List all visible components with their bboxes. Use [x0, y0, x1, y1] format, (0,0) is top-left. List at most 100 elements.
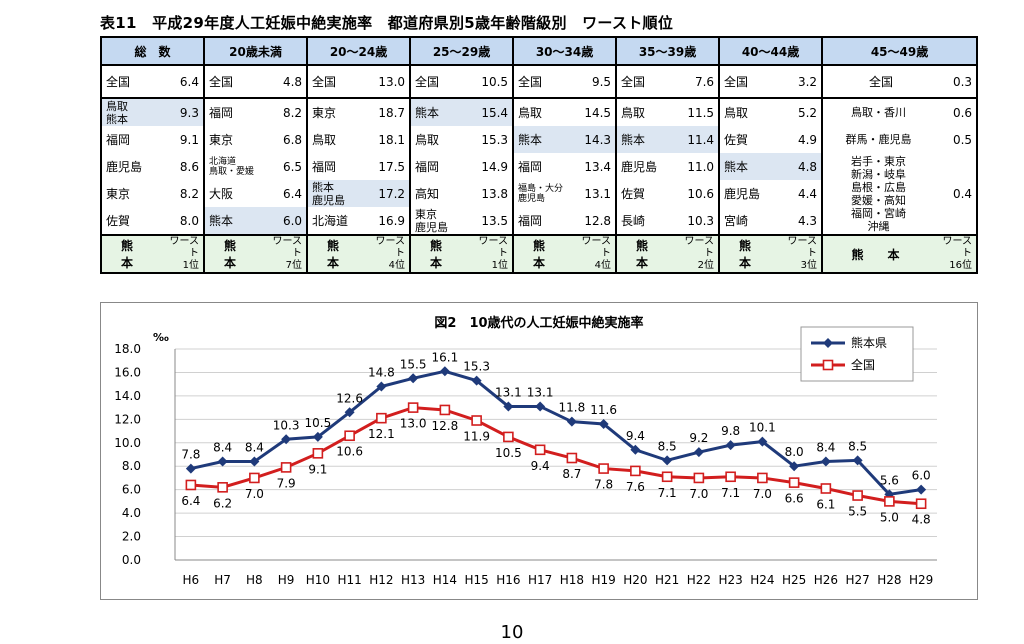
data-point — [852, 490, 863, 501]
data-point — [249, 472, 260, 484]
data-point — [534, 444, 546, 456]
prefecture-name: 鳥取 熊本 — [100, 98, 158, 126]
line-chart: 図2 10歳代の人工妊娠中絶実施率 ‰ 0.0 2.0 4.0 6.0 8.0 10.0 12.… — [114, 315, 937, 587]
data-point — [535, 401, 546, 412]
data-point — [344, 430, 355, 442]
data-label: 9.4 — [626, 429, 645, 443]
data-label: 10.1 — [749, 421, 776, 435]
data-label: 7.1 — [721, 486, 740, 500]
column-header: 20歳未満 — [203, 36, 309, 66]
worst-prefecture: 熊 本 — [821, 234, 935, 274]
rate-value: 8.0 — [158, 207, 206, 235]
rate-value: 4.4 — [776, 180, 824, 207]
data-point — [693, 447, 704, 458]
x-tick-label: H6 — [183, 573, 200, 587]
prefecture-name: 北海道 — [306, 207, 365, 235]
rate-value: 11.4 — [673, 126, 721, 153]
column-header: 20～24歳 — [306, 36, 412, 66]
prefecture-name: 佐賀 — [100, 207, 158, 235]
data-label: 12.1 — [368, 427, 395, 441]
data-label: 16.1 — [432, 350, 459, 364]
prefecture-name: 福岡 — [203, 98, 262, 126]
data-point — [820, 483, 832, 494]
data-point — [439, 404, 451, 416]
prefecture-name: 北海道 鳥取・愛媛 — [203, 153, 262, 180]
worst-rank: ワースト 16位 — [934, 234, 979, 274]
rate-value: 13.5 — [467, 207, 515, 235]
x-tick-label: H8 — [246, 573, 263, 587]
data-label: 8.5 — [658, 439, 677, 453]
worst-rank: ワースト 1位 — [158, 234, 206, 274]
worst-prefecture: 熊 本 — [203, 234, 262, 274]
national-value: 13.0 — [364, 65, 412, 99]
data-label: 7.6 — [626, 480, 645, 494]
y-tick-label: 8.0 — [122, 459, 141, 473]
prefecture-name: 熊本 — [512, 126, 571, 153]
y-tick-label: 4.0 — [122, 506, 141, 520]
legend-label: 熊本県 — [851, 335, 887, 350]
x-tick-label: H11 — [337, 573, 361, 587]
data-point — [757, 436, 768, 447]
data-label: 13.0 — [400, 417, 427, 431]
rate-value: 15.3 — [467, 126, 515, 153]
data-label: 7.0 — [689, 487, 708, 501]
data-point — [249, 456, 260, 467]
x-tick-label: H18 — [560, 573, 584, 587]
prefecture-name: 宮崎 — [718, 207, 777, 235]
data-label: 8.5 — [848, 439, 867, 453]
worst-prefecture: 熊 本 — [718, 234, 777, 274]
data-label: 9.8 — [721, 424, 740, 438]
data-label: 11.9 — [463, 430, 490, 444]
rate-value: 8.2 — [261, 98, 309, 126]
national-value: 0.3 — [934, 65, 979, 99]
data-point — [789, 461, 800, 472]
rate-value: 4.8 — [776, 153, 824, 180]
data-label: 7.8 — [181, 448, 200, 462]
data-point — [915, 498, 927, 510]
data-point — [185, 479, 197, 491]
data-point — [376, 381, 387, 392]
worst-rank: ワースト 7位 — [261, 234, 309, 274]
x-tick-label: H13 — [401, 573, 425, 587]
column-header: 40～44歳 — [718, 36, 824, 66]
prefecture-name: 熊本 — [409, 98, 468, 126]
rate-value: 14.3 — [570, 126, 618, 153]
rate-value: 4.3 — [776, 207, 824, 235]
national-value: 10.5 — [467, 65, 515, 99]
data-label: 4.8 — [912, 513, 931, 527]
column-header: 30～34歳 — [512, 36, 618, 66]
x-tick-label: H19 — [591, 573, 615, 587]
worst-prefecture: 熊 本 — [615, 234, 674, 274]
y-tick-label: 18.0 — [114, 342, 141, 356]
series-line-0 — [190, 369, 922, 496]
prefecture-name: 鳥取 — [512, 98, 571, 126]
national-label: 全国 — [409, 65, 468, 99]
x-tick-label: H10 — [306, 573, 330, 587]
data-label: 8.4 — [816, 441, 835, 455]
data-point — [630, 465, 641, 477]
data-label: 9.1 — [308, 462, 327, 476]
data-point — [376, 412, 387, 424]
worst-rank: ワースト 4位 — [570, 234, 618, 274]
prefecture-name: 福島・大分 鹿児島 — [512, 180, 571, 207]
rate-value: 9.1 — [158, 126, 206, 153]
legend-box — [800, 326, 914, 382]
data-point — [312, 431, 323, 442]
legend-label: 全国 — [851, 357, 875, 372]
data-point — [788, 477, 800, 488]
rate-value: 0.4 — [934, 153, 979, 235]
data-label: 11.6 — [590, 403, 617, 417]
national-label: 全国 — [306, 65, 365, 99]
worst-rank: ワースト 1位 — [467, 234, 515, 274]
data-point — [662, 455, 673, 466]
data-point — [566, 452, 578, 464]
rate-value: 4.9 — [776, 126, 824, 153]
x-tick-label: H14 — [433, 573, 457, 587]
worst-prefecture: 熊 本 — [100, 234, 158, 274]
prefecture-name: 鹿児島 — [100, 153, 158, 180]
data-label: 6.4 — [181, 494, 200, 508]
page-number: 10 — [500, 622, 524, 643]
rate-value: 16.9 — [364, 207, 412, 235]
data-point — [471, 415, 482, 426]
data-label: 8.4 — [213, 441, 232, 455]
